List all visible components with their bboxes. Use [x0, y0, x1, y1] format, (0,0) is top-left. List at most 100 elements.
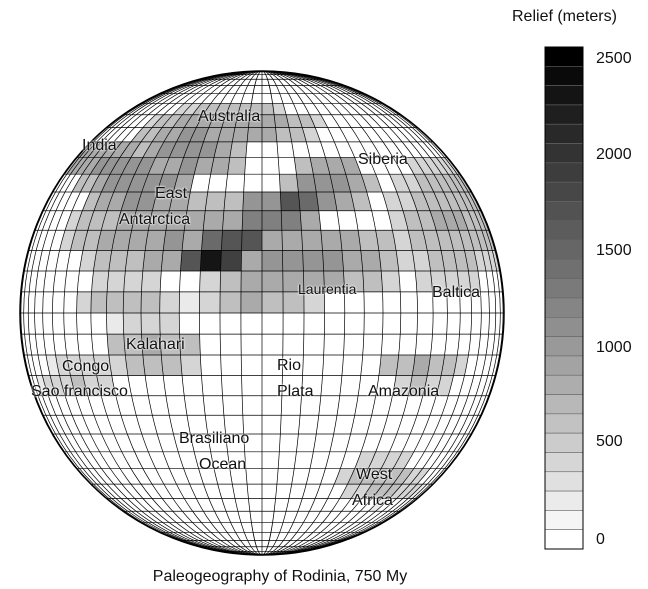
relief-cell: [226, 103, 241, 115]
relief-cell: [70, 375, 88, 396]
meridian-line: [261, 71, 482, 555]
relief-cell: [161, 355, 183, 376]
relief-cell: [453, 355, 469, 376]
relief-cell: [93, 250, 112, 271]
relief-cell: [279, 174, 299, 192]
legend-swatch: [544, 297, 584, 318]
legend-swatch: [544, 46, 584, 67]
relief-cell: [381, 484, 403, 499]
relief-cell: [361, 174, 383, 192]
relief-cell: [123, 291, 142, 313]
relief-cell: [283, 291, 304, 313]
relief-cell: [82, 157, 102, 175]
legend-swatch: [544, 162, 584, 183]
relief-cell: [152, 127, 173, 142]
relief-cell: [392, 375, 413, 396]
relief-cell: [179, 334, 201, 355]
label-east: East: [155, 185, 188, 202]
meridian-line: [261, 71, 497, 555]
relief-cell: [412, 355, 431, 376]
relief-cell: [75, 210, 94, 231]
relief-cell: [345, 174, 367, 192]
legend-tick-2000: 2000: [596, 146, 632, 163]
relief-cell: [247, 127, 262, 142]
relief-cell: [55, 355, 71, 376]
relief-cell: [298, 192, 319, 211]
relief-cell: [492, 250, 500, 271]
relief-cell: [141, 127, 162, 142]
relief-cell: [408, 375, 428, 396]
relief-cell: [378, 355, 399, 376]
relief-cell: [378, 250, 399, 271]
relief-cell: [169, 192, 191, 211]
relief-cell: [289, 127, 307, 142]
relief-cell: [393, 451, 414, 469]
relief-cell: [262, 114, 276, 128]
relief-cell: [123, 313, 142, 335]
relief-cell: [163, 230, 185, 251]
relief-cell: [241, 230, 262, 251]
relief-cell: [120, 141, 141, 158]
meridian-line: [23, 71, 263, 555]
relief-cell: [221, 114, 238, 128]
relief-cell: [82, 230, 102, 251]
relief-cell: [107, 271, 126, 292]
meridian-line: [90, 71, 263, 555]
relief-cell: [262, 271, 283, 292]
relief-cell: [444, 271, 460, 292]
relief-cell: [433, 174, 452, 192]
meridian-line: [52, 71, 263, 555]
relief-cell: [404, 157, 425, 175]
relief-cell: [422, 157, 442, 175]
relief-cell: [451, 210, 469, 231]
legend-title: Relief (meters): [512, 8, 617, 25]
relief-cell: [381, 271, 401, 292]
relief-cell: [178, 157, 199, 175]
relief-cell: [322, 250, 344, 271]
relief-cell: [94, 141, 114, 158]
relief-cell: [205, 192, 226, 211]
relief-cell: [481, 230, 493, 251]
relief-cell: [302, 127, 321, 142]
legend-swatch: [544, 317, 584, 337]
relief-cell: [162, 114, 183, 128]
relief-cell: [262, 250, 283, 271]
legend-tick-2500: 2500: [596, 50, 632, 67]
relief-cell: [468, 210, 482, 231]
legend-swatch: [544, 259, 584, 279]
relief-cell: [280, 192, 301, 211]
relief-cell: [155, 141, 177, 158]
legend-swatch: [544, 201, 584, 222]
relief-cell: [115, 210, 137, 231]
meridian-line: [199, 71, 263, 555]
relief-cell: [121, 192, 142, 211]
relief-cell: [131, 210, 153, 231]
relief-cell: [415, 271, 433, 292]
relief-cell: [436, 157, 454, 175]
relief-cell: [214, 141, 233, 158]
relief-cell: [87, 141, 107, 158]
relief-cell: [274, 114, 289, 128]
relief-cell: [281, 210, 302, 231]
legend-swatch: [544, 471, 584, 492]
legend-swatch: [544, 529, 584, 550]
map-caption: Paleogeography of Rodinia, 750 My: [152, 568, 408, 585]
globe-outline: [19, 70, 505, 556]
relief-cell: [141, 291, 161, 313]
relief-cell: [108, 250, 128, 271]
legend-swatch: [544, 85, 584, 106]
relief-cell: [313, 174, 334, 192]
relief-cell: [106, 291, 124, 313]
relief-cell: [198, 141, 218, 158]
relief-cell: [351, 484, 372, 499]
relief-cell: [182, 103, 202, 115]
relief-cell: [130, 141, 152, 158]
relief-cell: [96, 230, 116, 251]
legend-swatch: [544, 181, 584, 202]
meridian-line: [261, 71, 434, 555]
relief-cell: [468, 271, 481, 292]
relief-cell: [65, 210, 83, 231]
relief-cell: [249, 103, 262, 115]
relief-cell: [70, 157, 88, 175]
relief-cell: [441, 157, 458, 175]
